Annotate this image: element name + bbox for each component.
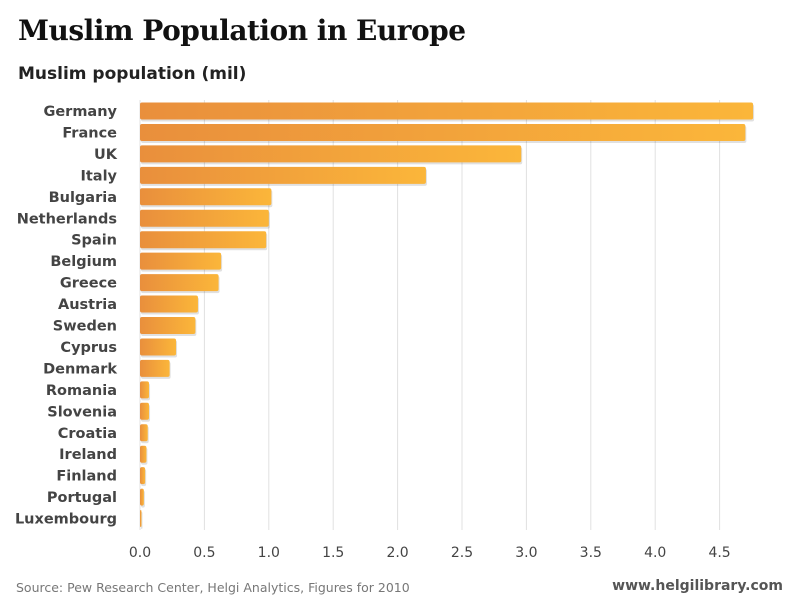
category-label-bulgaria: Bulgaria	[49, 190, 117, 206]
x-tick-label: 1.5	[322, 545, 344, 561]
x-tick-label: 2.0	[386, 545, 408, 561]
bar-portugal[interactable]	[140, 488, 144, 506]
category-label-greece: Greece	[60, 276, 117, 292]
x-tick-label: 4.5	[708, 545, 730, 561]
category-label-croatia: Croatia	[58, 426, 117, 442]
x-tick-label: 1.0	[258, 545, 280, 561]
category-label-netherlands: Netherlands	[17, 211, 117, 227]
bar-finland[interactable]	[140, 467, 146, 485]
category-label-ireland: Ireland	[59, 447, 117, 463]
x-tick-label: 3.5	[580, 545, 602, 561]
gridlines	[139, 100, 721, 530]
bar-denmark[interactable]	[140, 359, 170, 377]
category-label-cyprus: Cyprus	[60, 340, 117, 356]
category-label-germany: Germany	[43, 104, 117, 120]
bars	[140, 102, 755, 530]
bar-ireland[interactable]	[140, 445, 147, 463]
category-label-romania: Romania	[46, 383, 117, 399]
category-label-portugal: Portugal	[47, 490, 117, 506]
category-label-austria: Austria	[58, 297, 117, 313]
bar-spain[interactable]	[140, 231, 267, 249]
x-tick-label: 4.0	[644, 545, 666, 561]
bar-netherlands[interactable]	[140, 209, 269, 227]
brand-link[interactable]: www.helgilibrary.com	[612, 578, 783, 594]
bar-luxembourg[interactable]	[140, 510, 142, 528]
bar-cyprus[interactable]	[140, 338, 177, 356]
x-axis-ticks: 0.0 0.5 1.0 1.5 2.0 2.5 3.0 3.5 4.0 4.5	[129, 545, 731, 561]
bar-croatia[interactable]	[140, 424, 148, 442]
category-label-belgium: Belgium	[50, 254, 117, 270]
x-tick-label: 0.0	[129, 545, 151, 561]
category-label-finland: Finland	[56, 469, 117, 485]
category-label-slovenia: Slovenia	[47, 404, 117, 420]
chart-subtitle: Muslim population (mil)	[18, 64, 247, 84]
bar-uk[interactable]	[140, 145, 522, 163]
bar-sweden[interactable]	[140, 317, 196, 334]
x-tick-label: 0.5	[193, 545, 215, 561]
bar-romania[interactable]	[140, 381, 150, 399]
source-note: Source: Pew Research Center, Helgi Analy…	[16, 580, 410, 595]
category-label-sweden: Sweden	[53, 319, 117, 335]
category-labels: Germany France UK Italy Bulgaria Netherlands S…	[15, 104, 118, 528]
chart-title: Muslim Population in Europe	[18, 14, 466, 47]
bar-slovenia[interactable]	[140, 402, 150, 420]
category-label-france: France	[62, 125, 117, 141]
category-label-italy: Italy	[80, 168, 117, 184]
x-tick-label: 3.0	[515, 545, 537, 561]
bar-austria[interactable]	[140, 295, 198, 313]
x-tick-label: 2.5	[451, 545, 473, 561]
bar-italy[interactable]	[140, 166, 426, 184]
bar-germany[interactable]	[140, 102, 754, 120]
category-label-denmark: Denmark	[43, 361, 117, 377]
bar-belgium[interactable]	[140, 252, 222, 270]
bar-bulgaria[interactable]	[140, 188, 272, 206]
category-label-luxembourg: Luxembourg	[15, 512, 117, 528]
bar-greece[interactable]	[140, 274, 219, 292]
bar-france[interactable]	[140, 123, 746, 141]
category-label-spain: Spain	[71, 233, 117, 249]
category-label-uk: UK	[94, 147, 118, 163]
